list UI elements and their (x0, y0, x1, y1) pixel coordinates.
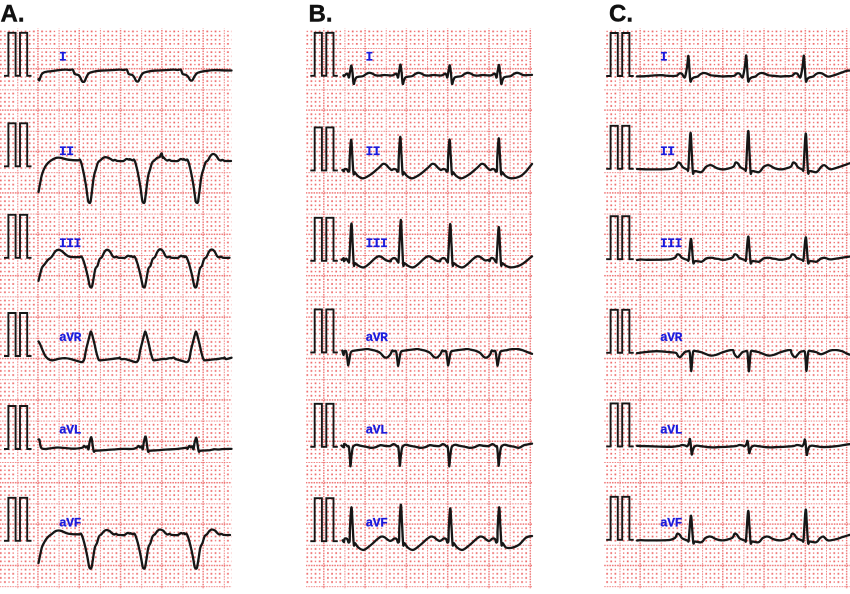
svg-text:B.: B. (309, 1, 333, 28)
svg-text:aVL: aVL (660, 423, 683, 438)
svg-text:aVR: aVR (366, 330, 389, 345)
svg-text:aVL: aVL (366, 423, 389, 438)
svg-text:aVR: aVR (660, 330, 683, 345)
svg-text:III: III (59, 236, 81, 251)
svg-text:I: I (660, 50, 667, 65)
svg-text:aVF: aVF (59, 516, 82, 531)
svg-text:III: III (366, 236, 388, 251)
svg-text:I: I (366, 50, 373, 65)
svg-text:I: I (59, 50, 66, 65)
svg-text:III: III (660, 236, 682, 251)
svg-text:II: II (660, 144, 675, 159)
svg-text:aVF: aVF (366, 516, 389, 531)
svg-text:A.: A. (1, 1, 25, 28)
svg-text:aVR: aVR (59, 330, 82, 345)
svg-text:II: II (366, 144, 381, 159)
svg-text:II: II (59, 144, 74, 159)
svg-text:aVL: aVL (59, 423, 82, 438)
svg-text:C.: C. (609, 1, 633, 28)
svg-text:aVF: aVF (660, 516, 683, 531)
